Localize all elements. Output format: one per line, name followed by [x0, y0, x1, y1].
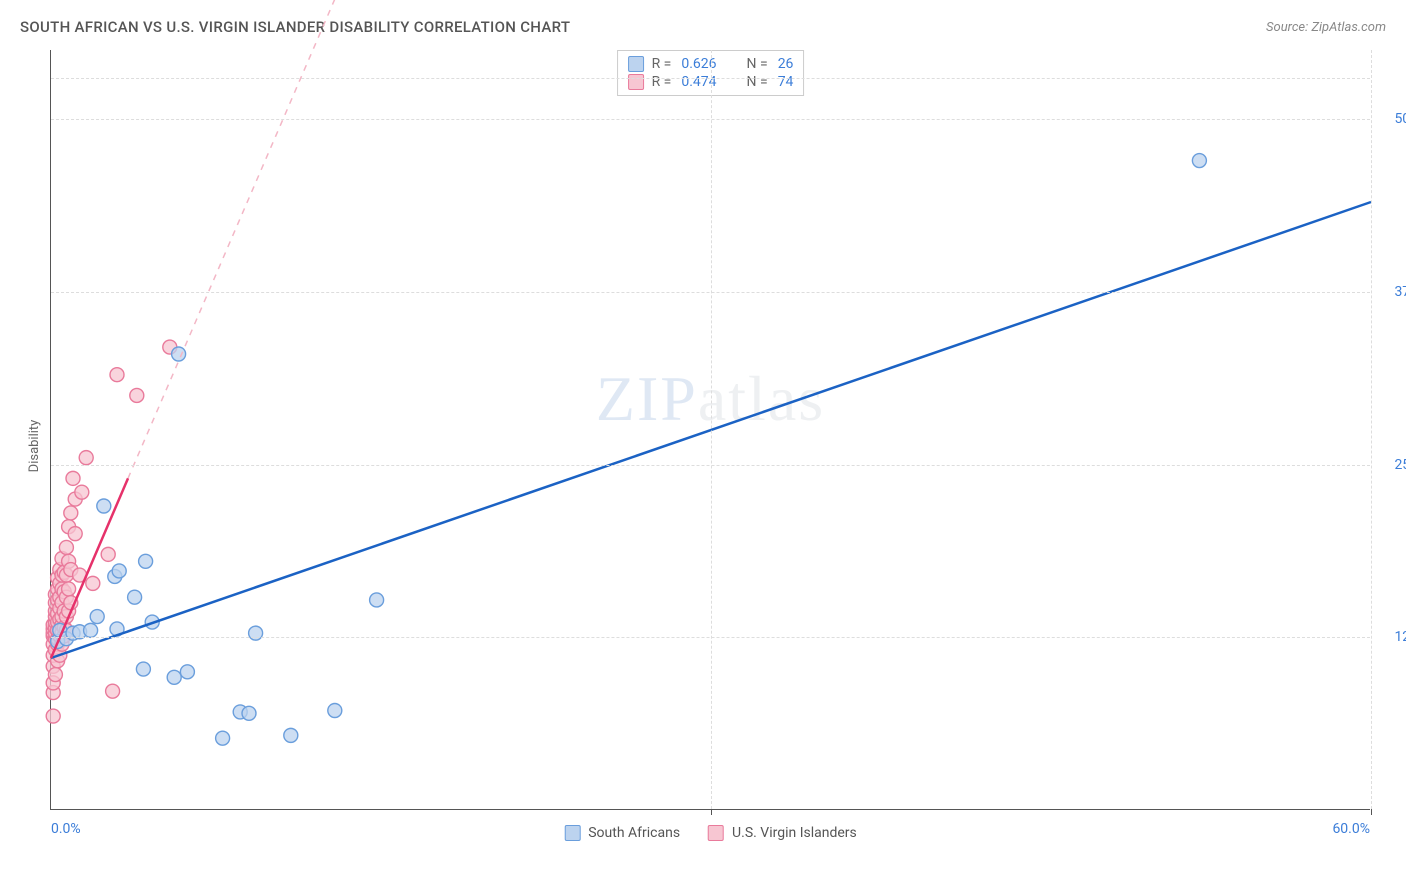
scatter-point [136, 662, 150, 676]
scatter-point [180, 665, 194, 679]
scatter-point [90, 610, 104, 624]
chart-title: SOUTH AFRICAN VS U.S. VIRGIN ISLANDER DI… [20, 18, 570, 36]
source-name: ZipAtlas.com [1311, 20, 1386, 35]
legend-n-value-1: 74 [778, 74, 794, 90]
scatter-point [59, 540, 73, 554]
scatter-point [64, 506, 78, 520]
x-tick-min: 0.0% [51, 821, 81, 837]
y-tick-label: 37.5% [1394, 284, 1406, 300]
gridline-v [711, 50, 712, 809]
y-axis-label: Disability [27, 420, 42, 473]
y-tick-label: 25.0% [1394, 457, 1406, 473]
legend-swatch-blue [628, 56, 644, 72]
legend-swatch-pink [708, 825, 724, 841]
scatter-point [68, 527, 82, 541]
scatter-point [86, 576, 100, 590]
legend-n-label: N = [747, 74, 768, 90]
scatter-point [112, 564, 126, 578]
legend-item: South Africans [564, 825, 680, 841]
legend-label: South Africans [588, 825, 680, 841]
source-label: Source: [1266, 20, 1308, 35]
scatter-point [48, 668, 62, 682]
scatter-point [172, 347, 186, 361]
scatter-point [101, 547, 115, 561]
scatter-point [1192, 154, 1206, 168]
scatter-point [84, 623, 98, 637]
scatter-point [370, 593, 384, 607]
scatter-point [328, 704, 342, 718]
scatter-point [216, 731, 230, 745]
x-tick-mark [1371, 809, 1372, 815]
legend-n-label: N = [747, 56, 768, 72]
scatter-point [242, 706, 256, 720]
legend-label: U.S. Virgin Islanders [732, 825, 857, 841]
scatter-point [79, 451, 93, 465]
legend-series: South Africans U.S. Virgin Islanders [564, 825, 857, 841]
legend-item: U.S. Virgin Islanders [708, 825, 857, 841]
x-tick-max: 60.0% [1332, 821, 1370, 837]
legend-r-label: R = [652, 56, 672, 72]
scatter-point [167, 670, 181, 684]
chart-area: ZIPatlas R = 0.626 N = 26 R = 0.474 N = … [50, 50, 1370, 810]
scatter-point [66, 471, 80, 485]
scatter-point [75, 485, 89, 499]
legend-swatch-pink [628, 74, 644, 90]
scatter-point [62, 582, 76, 596]
y-tick-label: 50.0% [1394, 111, 1406, 127]
scatter-point [139, 554, 153, 568]
scatter-point [130, 388, 144, 402]
gridline-v [1371, 50, 1372, 809]
legend-n-value-0: 26 [778, 56, 794, 72]
legend-swatch-blue [564, 825, 580, 841]
y-tick-label: 12.5% [1394, 629, 1406, 645]
scatter-point [284, 728, 298, 742]
scatter-point [106, 684, 120, 698]
legend-r-label: R = [652, 74, 672, 90]
chart-header: SOUTH AFRICAN VS U.S. VIRGIN ISLANDER DI… [20, 18, 1386, 36]
scatter-point [97, 499, 111, 513]
scatter-point [46, 709, 60, 723]
x-tick-mark [711, 809, 712, 815]
trend-line-dashed [128, 0, 355, 478]
scatter-point [110, 368, 124, 382]
scatter-point [128, 590, 142, 604]
chart-source: Source: ZipAtlas.com [1266, 20, 1386, 35]
